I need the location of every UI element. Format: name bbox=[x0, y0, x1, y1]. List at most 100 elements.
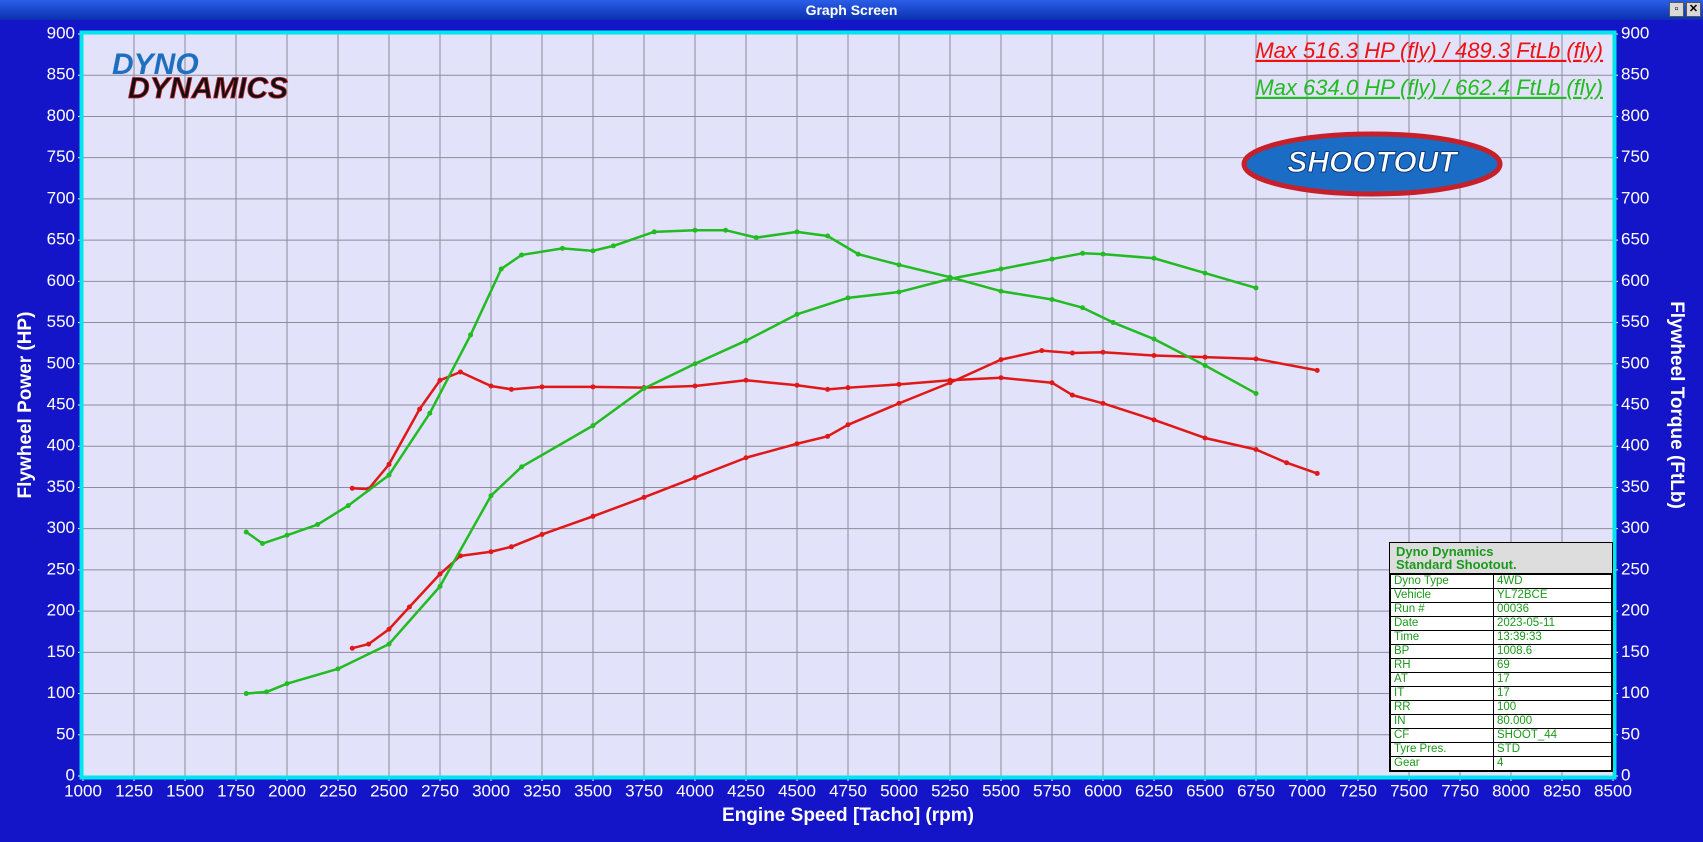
info-key: AT bbox=[1390, 672, 1494, 687]
x-tick-label: 6000 bbox=[1084, 781, 1122, 800]
curve-point bbox=[1253, 390, 1259, 396]
y2-tick-label: 550 bbox=[1621, 312, 1649, 331]
curve-point bbox=[1253, 356, 1259, 362]
x-tick-label: 6250 bbox=[1135, 781, 1173, 800]
info-value: 17 bbox=[1493, 686, 1612, 701]
curve-point bbox=[845, 422, 851, 428]
curve-point bbox=[345, 503, 351, 509]
info-key: BP bbox=[1390, 644, 1494, 659]
info-row: Vehicle YL72BCE bbox=[1390, 588, 1612, 603]
x-tick-label: 3750 bbox=[625, 781, 663, 800]
y-tick-label: 200 bbox=[47, 601, 75, 620]
y2-tick-label: 800 bbox=[1621, 106, 1649, 125]
plot-border bbox=[79, 30, 1617, 780]
curve-point bbox=[947, 274, 953, 280]
curve-point bbox=[692, 361, 698, 367]
curve-point bbox=[590, 513, 596, 519]
info-row: RH 69 bbox=[1390, 658, 1612, 673]
curve-point bbox=[1202, 362, 1208, 368]
info-value: SHOOT_44 bbox=[1493, 728, 1612, 743]
curve-point bbox=[386, 472, 392, 478]
y-tick-label: 550 bbox=[47, 312, 75, 331]
info-key: RR bbox=[1390, 700, 1494, 715]
curve-point bbox=[1314, 367, 1320, 373]
curve-point bbox=[1151, 336, 1157, 342]
curve-point bbox=[651, 229, 657, 235]
curve-point bbox=[243, 691, 249, 697]
curve-point bbox=[896, 262, 902, 268]
x-tick-label: 2500 bbox=[370, 781, 408, 800]
window-buttons: ▫ ✕ bbox=[1669, 2, 1701, 17]
y2-tick-label: 250 bbox=[1621, 559, 1649, 578]
info-value: 00036 bbox=[1493, 602, 1612, 617]
y2-tick-label: 750 bbox=[1621, 147, 1649, 166]
curve-point bbox=[998, 288, 1004, 294]
curve-point bbox=[508, 386, 514, 392]
y-tick-label: 250 bbox=[47, 559, 75, 578]
info-value: 69 bbox=[1493, 658, 1612, 673]
curve-point bbox=[335, 666, 341, 672]
info-key: Date bbox=[1390, 616, 1494, 631]
curve-point bbox=[610, 243, 616, 249]
close-button[interactable]: ✕ bbox=[1686, 2, 1701, 17]
y2-tick-label: 0 bbox=[1621, 765, 1630, 784]
y-tick-label: 800 bbox=[47, 106, 75, 125]
info-value: 2023-05-11 bbox=[1493, 616, 1612, 631]
curve-point bbox=[1151, 417, 1157, 423]
info-row: AT 17 bbox=[1390, 672, 1612, 687]
x-tick-label: 6750 bbox=[1237, 781, 1275, 800]
info-row: CF SHOOT_44 bbox=[1390, 728, 1612, 743]
curve-point bbox=[386, 626, 392, 632]
curve-point bbox=[1069, 392, 1075, 398]
logo-shape bbox=[1241, 131, 1503, 197]
info-value: 13:39:33 bbox=[1493, 630, 1612, 645]
info-key: Run # bbox=[1390, 602, 1494, 617]
y2-tick-label: 350 bbox=[1621, 477, 1649, 496]
curve-point bbox=[896, 400, 902, 406]
curve-point bbox=[1049, 256, 1055, 262]
curve-point bbox=[1151, 255, 1157, 261]
curve-point bbox=[641, 386, 647, 392]
info-value: YL72BCE bbox=[1493, 588, 1612, 603]
curve-point bbox=[998, 357, 1004, 363]
y2-tick-label: 50 bbox=[1621, 724, 1640, 743]
info-title: Dyno Dynamics Standard Shootout. bbox=[1390, 543, 1612, 574]
curve-point bbox=[1049, 380, 1055, 386]
x-tick-label: 7000 bbox=[1288, 781, 1326, 800]
curve-point bbox=[498, 266, 504, 272]
y-tick-label: 350 bbox=[47, 477, 75, 496]
curve-point bbox=[1080, 305, 1086, 311]
y-tick-label: 650 bbox=[47, 230, 75, 249]
curve-point bbox=[559, 245, 565, 251]
y-tick-label: 600 bbox=[47, 271, 75, 290]
y-tick-label: 450 bbox=[47, 394, 75, 413]
x-tick-label: 6500 bbox=[1186, 781, 1224, 800]
curve-point bbox=[1080, 250, 1086, 256]
curve-point bbox=[1151, 353, 1157, 359]
curve-point bbox=[539, 531, 545, 537]
curve-point bbox=[457, 369, 463, 375]
curve-point bbox=[349, 485, 355, 491]
x-tick-label: 5000 bbox=[880, 781, 918, 800]
info-row: Dyno Type 4WD bbox=[1390, 574, 1612, 589]
curve-point bbox=[1069, 350, 1075, 356]
x-tick-label: 5750 bbox=[1033, 781, 1071, 800]
x-tick-label: 4000 bbox=[676, 781, 714, 800]
info-row: IN 80.000 bbox=[1390, 714, 1612, 729]
curve-point bbox=[1039, 348, 1045, 354]
restore-button[interactable]: ▫ bbox=[1669, 2, 1684, 17]
curve-point bbox=[417, 406, 423, 412]
x-tick-label: 8000 bbox=[1492, 781, 1530, 800]
info-value: 17 bbox=[1493, 672, 1612, 687]
window-title: Graph Screen bbox=[805, 2, 898, 18]
curve-point bbox=[1284, 460, 1290, 466]
info-value: 4 bbox=[1493, 756, 1612, 771]
info-table: Dyno Dynamics Standard Shootout. Dyno Typ… bbox=[1389, 542, 1613, 772]
curve-point bbox=[825, 433, 831, 439]
curve-point bbox=[743, 455, 749, 461]
curve-point bbox=[590, 423, 596, 429]
curve-point bbox=[794, 311, 800, 317]
curve-point bbox=[794, 382, 800, 388]
y2-tick-label: 900 bbox=[1621, 23, 1649, 42]
curve-point bbox=[590, 248, 596, 254]
